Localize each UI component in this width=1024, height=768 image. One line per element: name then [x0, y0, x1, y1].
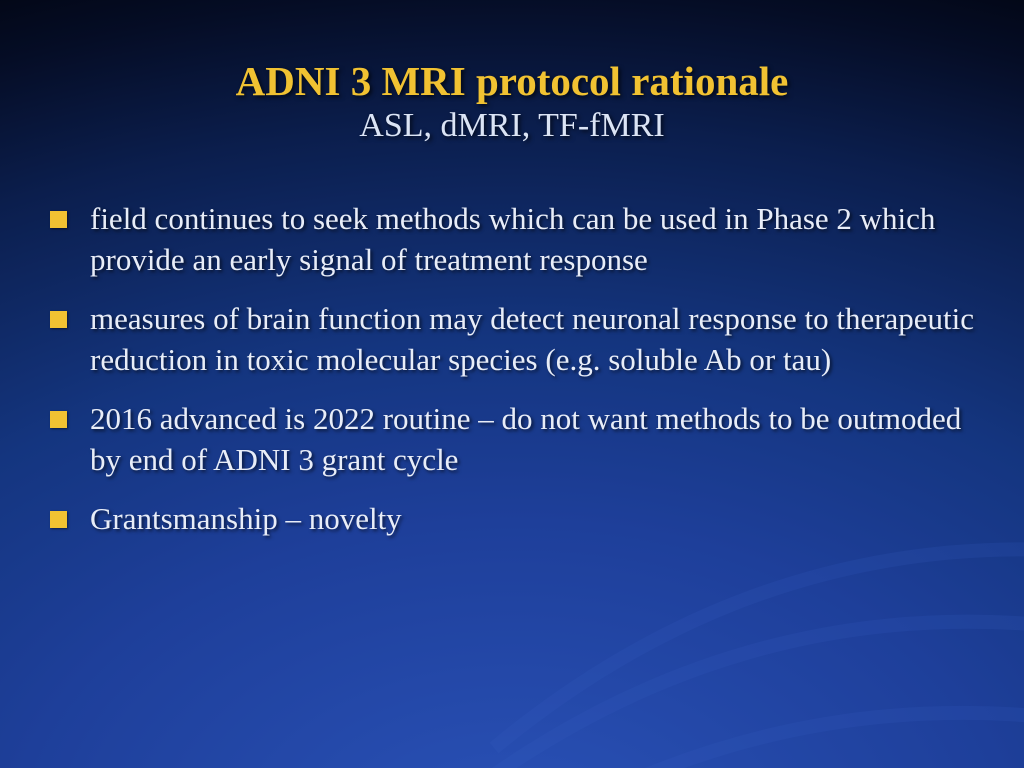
bullet-list: field continues to seek methods which ca…: [46, 199, 978, 539]
title-block: ADNI 3 MRI protocol rationale ASL, dMRI,…: [46, 58, 978, 145]
list-item: 2016 advanced is 2022 routine – do not w…: [46, 399, 978, 481]
slide-title: ADNI 3 MRI protocol rationale: [46, 58, 978, 105]
slide-container: ADNI 3 MRI protocol rationale ASL, dMRI,…: [0, 0, 1024, 768]
list-item: Grantsmanship – novelty: [46, 499, 978, 540]
list-item: field continues to seek methods which ca…: [46, 199, 978, 281]
list-item: measures of brain function may detect ne…: [46, 299, 978, 381]
slide-subtitle: ASL, dMRI, TF-fMRI: [46, 107, 978, 145]
